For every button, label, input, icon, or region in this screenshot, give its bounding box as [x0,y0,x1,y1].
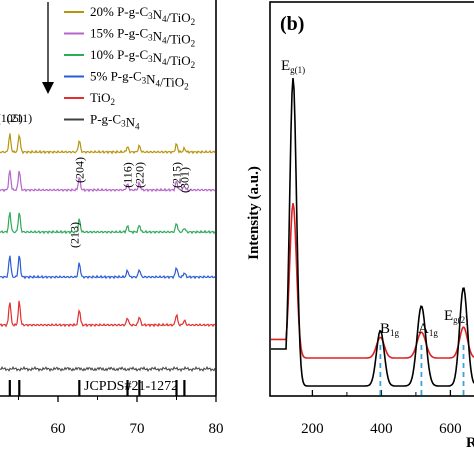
raman-peak-label: B1g [380,321,400,338]
raman-curve [271,203,474,359]
x-tick-label: 200 [301,421,324,437]
legend-arrow-head [42,82,54,94]
peak-label: (211) [7,111,33,125]
panel-b-peak-labels: Eg(1) B1g A1g Eg(2) [281,58,468,338]
xrd-curve [0,212,216,235]
xrd-curve [0,255,216,280]
raman-curve [271,78,474,387]
peak-label: (204) [72,157,86,183]
panel-b-frame [269,1,474,397]
reference-label: JCPDS#21-1272 [84,379,178,394]
panel-a-peak-labels: (105)(211) (204) (116)(220) (215)(301) (213) [0,111,191,248]
legend-label: P-g-C3N4 [90,112,140,132]
panel-a-reference: JCPDS#21-1272 [8,379,186,396]
legend-label: TiO2 [90,90,115,107]
xrd-curve [0,300,216,328]
panel-a: 60 70 80 (105)(211) (204) (116)(220) (215)(30… [0,0,224,437]
panel-b-curves [271,78,474,387]
raman-peak-label: A1g [418,321,438,338]
x-tick-label: 70 [130,421,145,437]
xrd-curve [0,133,216,155]
peak-label: (220) [132,162,146,188]
raman-peak-label: Eg(2) [444,308,468,325]
legend-label: 15% P-g-C3N4/TiO2 [90,26,195,49]
panel-a-x-ticks: 60 70 80 [18,396,224,437]
panel-b: (b) Intensity (a.u.) R 200 400 600 Eg(1) B1… [246,1,474,451]
legend-label: 5% P-g-C3N4/TiO2 [90,69,189,92]
legend-label: 10% P-g-C3N4/TiO2 [90,47,195,70]
peak-label: (105) [0,111,23,125]
peak-label: (301) [177,167,191,193]
peak-label: (215) [170,162,184,188]
peak-label: (116) [121,162,135,188]
panel-b-x-ticks: 200 400 600 [301,390,462,437]
panel-b-reference-lines [379,345,465,396]
panel-b-x-label: R [466,435,474,451]
panel-b-label: (b) [280,13,304,35]
legend-label: 20% P-g-C3N4/TiO2 [90,4,195,27]
x-tick-label: 400 [370,421,393,437]
xrd-curve [0,170,216,193]
xrd-curve [0,365,216,373]
peak-label: (213) [68,222,82,248]
x-tick-label: 600 [439,421,462,437]
panel-b-y-label: Intensity (a.u.) [246,166,262,260]
raman-peak-label: Eg(1) [281,58,305,75]
panel-a-curves [0,133,216,373]
x-tick-label: 80 [209,421,224,437]
x-tick-label: 60 [51,421,66,437]
